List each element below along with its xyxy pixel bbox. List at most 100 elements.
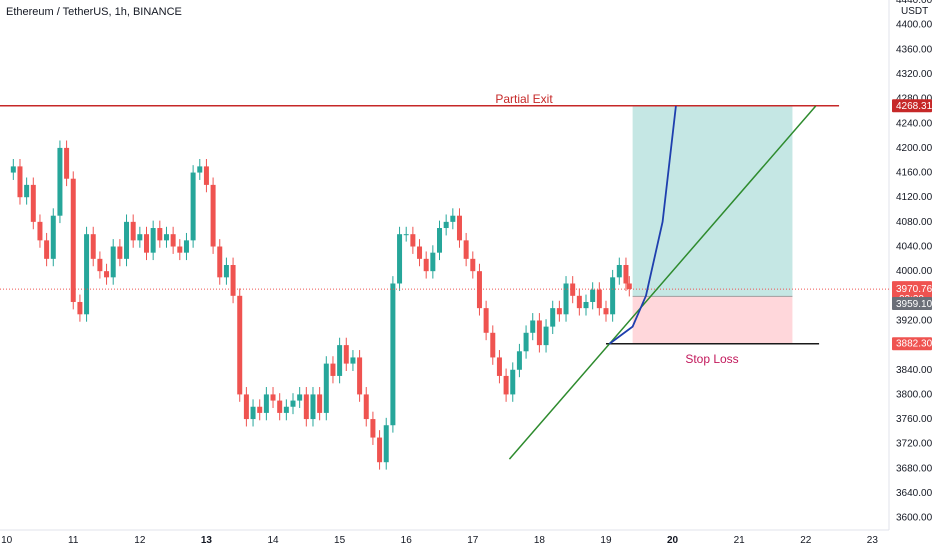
candle-body [530,320,536,333]
y-tick-label: 4160.00 [896,168,932,179]
candle-body [84,234,90,315]
candle-body [443,221,449,229]
candle-body [190,172,196,241]
x-tick-label: 14 [267,535,279,546]
annotation-partial-exit: Partial Exit [495,92,553,106]
x-tick-label: 18 [534,535,546,546]
y-tick-label: 4280.00 [896,94,932,105]
candle-body [343,345,349,364]
candle-body [250,406,256,420]
candle-body [64,147,70,179]
candle-body [203,166,209,185]
price-tag-current: 3970.76 [896,284,932,295]
candle-body [570,283,576,296]
candle-body [263,394,269,413]
candle-body [403,234,409,236]
candle-body [124,221,130,259]
y-tick-label: 3760.00 [896,414,932,425]
candle-body [303,394,309,420]
candle-body [503,375,509,395]
y-tick-label: 4080.00 [896,217,932,228]
y-tick-label: 4320.00 [896,69,932,80]
y-tick-label: 3600.00 [896,513,932,524]
candle-body [550,308,556,327]
candle-body [616,265,622,278]
candle-body [543,326,549,346]
y-tick-label: 4360.00 [896,44,932,55]
y-tick-label: 3800.00 [896,389,932,400]
y-tick-label: 4000.00 [896,266,932,277]
price-tag-entry: 3959.10 [896,299,932,310]
candle-body [430,252,436,272]
candle-body [603,308,609,315]
candle-body [516,351,522,370]
candle-body [490,332,496,358]
candle-body [77,301,83,315]
candle-body [476,271,482,309]
candle-body [44,240,50,259]
candle-body [397,234,403,284]
y-tick-label: 4200.00 [896,143,932,154]
candle-body [337,345,343,376]
x-tick-label: 16 [401,535,413,546]
candle-body [437,228,443,253]
y-tick-label: 4400.00 [896,20,932,31]
candle-body [596,289,602,309]
x-tick-label: 12 [134,535,146,546]
candle-body [463,240,469,259]
candle-body [24,184,30,198]
candle-body [217,246,223,278]
y-tick-label: 3720.00 [896,439,932,450]
candle-body [317,394,323,413]
price-tag-partial-exit-bg [892,99,932,113]
annotation-stop-loss: Stop Loss [685,352,738,366]
y-tick-label: 3920.00 [896,315,932,326]
candle-body [270,394,276,401]
candle-body [590,289,596,302]
candle-body [583,301,589,309]
y-tick-label: 3640.00 [896,488,932,499]
target-zone [632,105,793,297]
candle-body [170,234,176,247]
candle-body [410,234,416,247]
candle-body [450,215,456,222]
candle-body [623,265,629,284]
y-tick-label: 4120.00 [896,192,932,203]
candle-body [90,234,96,259]
candle-body [323,363,329,413]
candle-body [50,215,56,259]
y-tick-label: 4440.00 [896,0,932,6]
candle-body [163,234,169,241]
candle-body [310,394,316,420]
y-tick-label: 4040.00 [896,242,932,253]
candle-body [157,228,163,241]
trend-line [508,105,817,460]
candle-body [137,234,143,241]
candle-body [363,394,369,420]
candle-body [563,283,569,315]
x-tick-label: 15 [334,535,346,546]
candle-body [110,246,116,278]
x-tick-label: 11 [68,535,79,546]
candle-body [417,246,423,259]
candle-body [283,406,289,413]
x-tick-label: 10 [1,535,13,546]
candle-body [576,295,582,309]
candle-body [610,277,616,315]
candle-body [496,357,502,376]
price-tag-partial-exit: 4268.31 [896,101,932,112]
candle-body [70,178,76,302]
candle-body [117,246,123,259]
candle-body [210,184,216,247]
candle-body [350,357,356,364]
candle-body [626,283,632,290]
candle-body [383,425,389,463]
candle-body [556,308,562,315]
candle-body [370,419,376,438]
candle-body [243,394,249,420]
candle-body [17,166,23,198]
candle-body [536,320,542,346]
chart-title: Ethereum / TetherUS, 1h, BINANCE [6,6,182,18]
candle-body [390,283,396,426]
